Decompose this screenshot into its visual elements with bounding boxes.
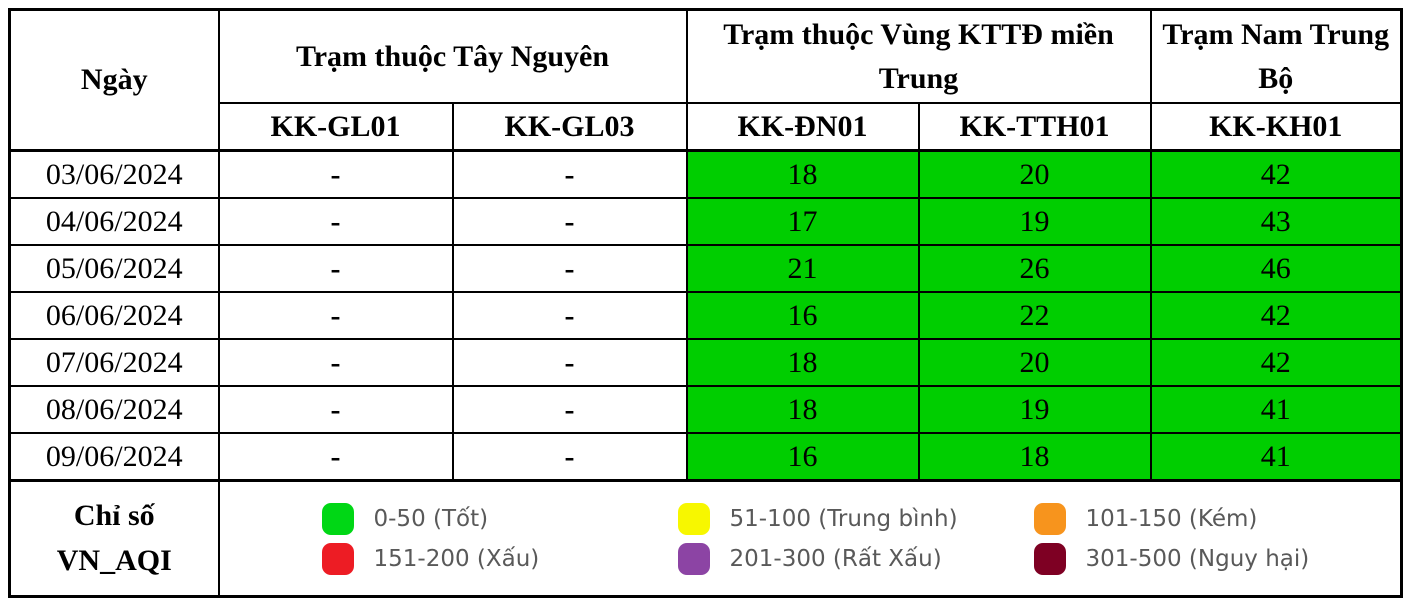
empty-cell: - bbox=[451, 244, 688, 293]
legend-item-very-bad: 201-300 (Rất Xấu) bbox=[677, 542, 1034, 575]
aqi-value-cell: 22 bbox=[917, 291, 1152, 340]
legend-swatch-very-bad-icon bbox=[677, 542, 710, 575]
station-header-kk-tth01: KK-TTH01 bbox=[917, 102, 1152, 152]
date-cell: 05/06/2024 bbox=[8, 244, 220, 293]
legend-item-poor: 101-150 (Kém) bbox=[1033, 502, 1400, 535]
empty-cell: - bbox=[217, 149, 454, 199]
date-cell: 07/06/2024 bbox=[8, 338, 220, 387]
table-row: 09/06/2024 - - 16 18 41 bbox=[8, 432, 1403, 482]
legend-swatch-hazardous-icon bbox=[1033, 542, 1066, 575]
table-row: 04/06/2024 - - 17 19 43 bbox=[8, 197, 1403, 246]
legend-label: 51-100 (Trung bình) bbox=[729, 505, 958, 532]
legend-label: 201-300 (Rất Xấu) bbox=[729, 545, 942, 572]
station-header-kk-dn01: KK-ĐN01 bbox=[685, 102, 920, 152]
aqi-value-cell: 41 bbox=[1149, 432, 1403, 482]
aqi-legend: 0-50 (Tốt) 51-100 (Trung bình) 101-150 (… bbox=[221, 502, 1400, 575]
empty-cell: - bbox=[451, 338, 688, 387]
table-header-station-row: KK-GL01 KK-GL03 KK-ĐN01 KK-TTH01 KK-KH01 bbox=[10, 102, 1403, 152]
table-header-group-row: Ngày Trạm thuộc Tây Nguyên Trạm thuộc Vù… bbox=[8, 8, 1403, 152]
table-row: 07/06/2024 - - 18 20 42 bbox=[8, 338, 1403, 387]
aqi-value-cell: 41 bbox=[1149, 385, 1403, 434]
table-row: 03/06/2024 - - 18 20 42 bbox=[8, 149, 1403, 199]
group-header-tay-nguyen: Trạm thuộc Tây Nguyên bbox=[217, 8, 688, 104]
legend-label: 151-200 (Xấu) bbox=[373, 545, 540, 572]
legend-title-line1: Chỉ số bbox=[73, 499, 155, 533]
aqi-value-cell: 18 bbox=[685, 149, 920, 199]
aqi-value-cell: 19 bbox=[917, 385, 1152, 434]
legend-item-bad: 151-200 (Xấu) bbox=[321, 542, 678, 575]
table-row: 08/06/2024 - - 18 19 41 bbox=[8, 385, 1403, 434]
station-header-kk-gl03: KK-GL03 bbox=[451, 102, 688, 152]
empty-cell: - bbox=[217, 385, 454, 434]
group-header-kttd-mien-trung: Trạm thuộc Vùng KTTĐ miền Trung bbox=[685, 8, 1152, 104]
legend-title: Chỉ số VN_AQI bbox=[12, 494, 217, 583]
empty-cell: - bbox=[217, 197, 454, 246]
empty-cell: - bbox=[451, 149, 688, 199]
aqi-value-cell: 20 bbox=[917, 338, 1152, 387]
aqi-table: Ngày Trạm thuộc Tây Nguyên Trạm thuộc Vù… bbox=[8, 8, 1403, 598]
date-cell: 06/06/2024 bbox=[8, 291, 220, 340]
station-header-kk-kh01: KK-KH01 bbox=[1149, 102, 1403, 152]
legend-swatch-good-icon bbox=[321, 502, 354, 535]
aqi-value-cell: 26 bbox=[917, 244, 1152, 293]
table-row: 06/06/2024 - - 16 22 42 bbox=[8, 291, 1403, 340]
aqi-value-cell: 46 bbox=[1149, 244, 1403, 293]
empty-cell: - bbox=[217, 291, 454, 340]
legend-label: 101-150 (Kém) bbox=[1085, 505, 1258, 532]
legend-item-moderate: 51-100 (Trung bình) bbox=[677, 502, 1034, 535]
legend-item-good: 0-50 (Tốt) bbox=[321, 502, 678, 535]
aqi-value-cell: 20 bbox=[917, 149, 1152, 199]
legend-label: 301-500 (Nguy hại) bbox=[1085, 545, 1310, 572]
aqi-value-cell: 42 bbox=[1149, 149, 1403, 199]
empty-cell: - bbox=[451, 385, 688, 434]
date-cell: 08/06/2024 bbox=[8, 385, 220, 434]
aqi-value-cell: 16 bbox=[685, 432, 920, 482]
legend-row: Chỉ số VN_AQI 0-50 (Tốt) 51-100 (Trung b… bbox=[8, 479, 1403, 598]
legend-title-line2: VN_AQI bbox=[56, 543, 172, 577]
empty-cell: - bbox=[451, 432, 688, 482]
aqi-value-cell: 18 bbox=[685, 338, 920, 387]
empty-cell: - bbox=[217, 244, 454, 293]
date-cell: 09/06/2024 bbox=[8, 432, 220, 482]
date-cell: 04/06/2024 bbox=[8, 197, 220, 246]
date-cell: 03/06/2024 bbox=[8, 149, 220, 199]
group-header-nam-trung-bo: Trạm Nam Trung Bộ bbox=[1149, 8, 1403, 104]
aqi-value-cell: 21 bbox=[685, 244, 920, 293]
aqi-value-cell: 18 bbox=[685, 385, 920, 434]
empty-cell: - bbox=[217, 338, 454, 387]
legend-label: 0-50 (Tốt) bbox=[373, 505, 489, 532]
aqi-value-cell: 18 bbox=[917, 432, 1152, 482]
empty-cell: - bbox=[451, 291, 688, 340]
aqi-value-cell: 42 bbox=[1149, 338, 1403, 387]
legend-swatch-poor-icon bbox=[1033, 502, 1066, 535]
legend-swatch-moderate-icon bbox=[677, 502, 710, 535]
date-column-header: Ngày bbox=[8, 8, 220, 152]
legend-swatch-bad-icon bbox=[321, 542, 354, 575]
legend-item-hazardous: 301-500 (Nguy hại) bbox=[1033, 542, 1400, 575]
legend-title-cell: Chỉ số VN_AQI bbox=[8, 479, 220, 598]
empty-cell: - bbox=[451, 197, 688, 246]
aqi-value-cell: 42 bbox=[1149, 291, 1403, 340]
empty-cell: - bbox=[217, 432, 454, 482]
station-header-kk-gl01: KK-GL01 bbox=[217, 102, 454, 152]
aqi-value-cell: 43 bbox=[1149, 197, 1403, 246]
aqi-value-cell: 17 bbox=[685, 197, 920, 246]
legend-cell: 0-50 (Tốt) 51-100 (Trung bình) 101-150 (… bbox=[217, 479, 1403, 598]
aqi-value-cell: 16 bbox=[685, 291, 920, 340]
table-row: 05/06/2024 - - 21 26 46 bbox=[8, 244, 1403, 293]
aqi-value-cell: 19 bbox=[917, 197, 1152, 246]
